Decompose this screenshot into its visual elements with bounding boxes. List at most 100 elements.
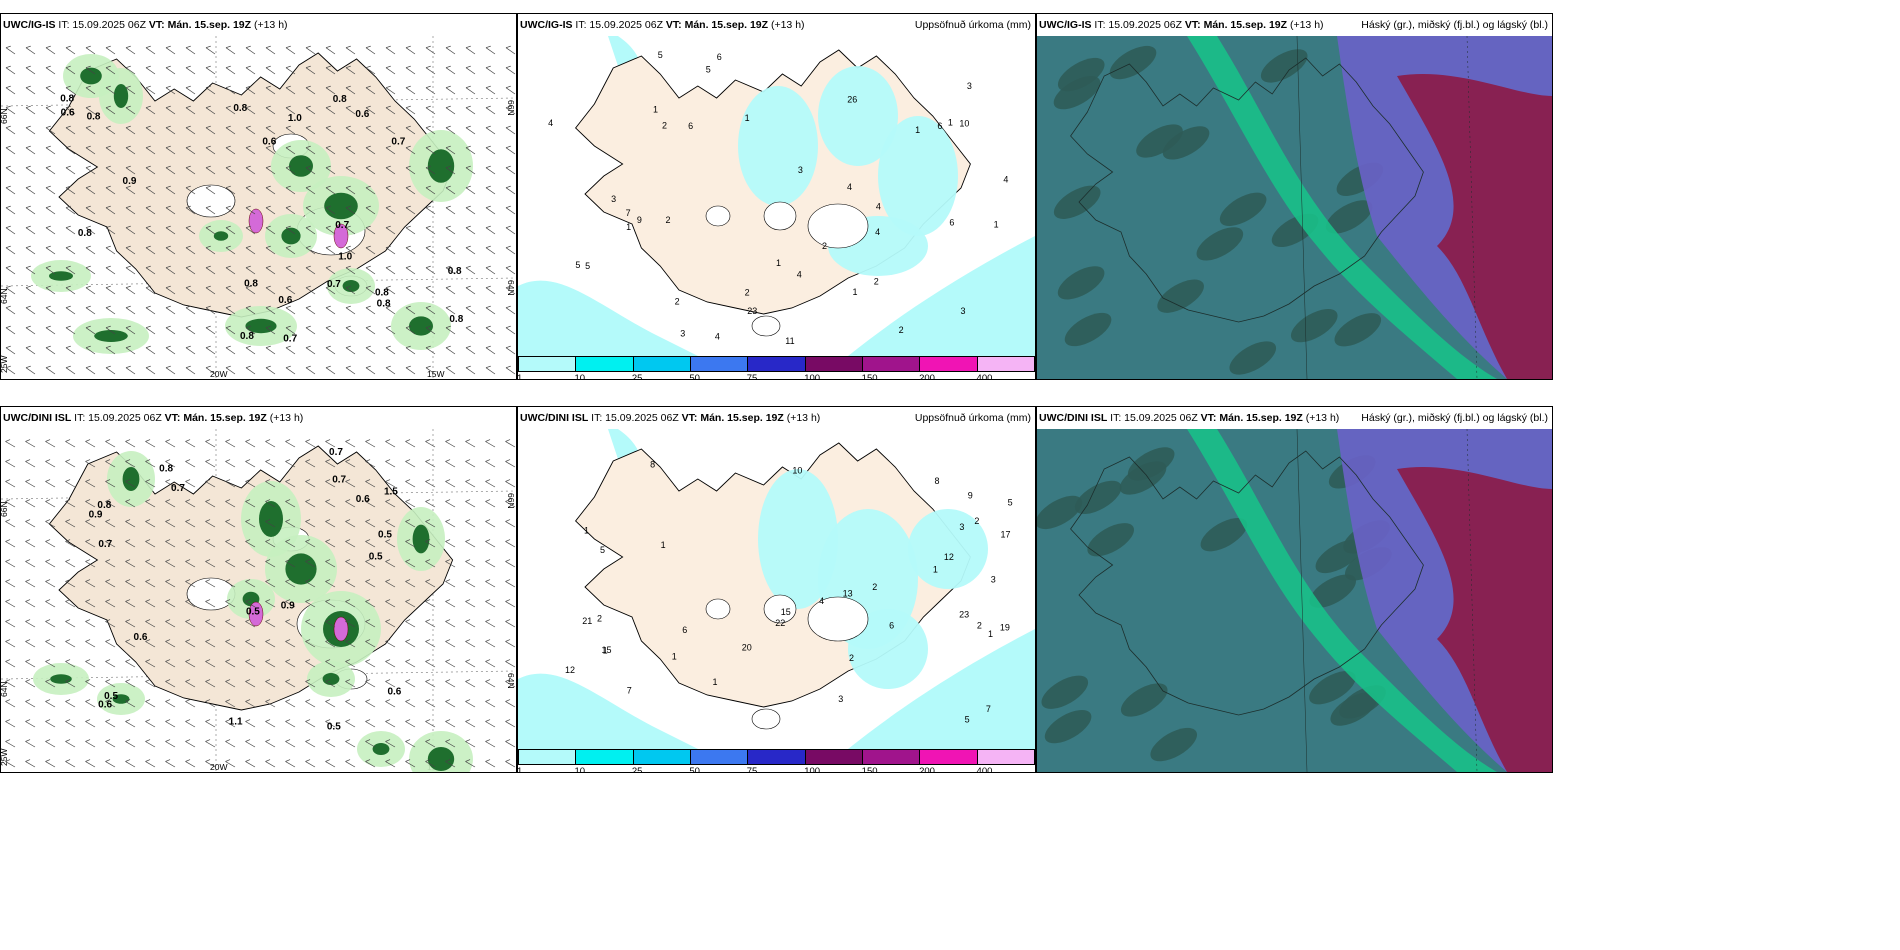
precip-amount-label: 0.8 [240, 331, 254, 342]
wind-barb [5, 185, 16, 195]
wind-barb [365, 619, 376, 628]
wind-barb [405, 639, 416, 648]
wind-barb [245, 519, 256, 528]
wind-barb [225, 45, 236, 55]
wind-barb [345, 305, 356, 315]
wind-barb [205, 125, 216, 135]
wind-barb [25, 699, 36, 708]
wind-barb [485, 325, 496, 335]
wind-barb [45, 345, 56, 355]
wind-barb [505, 125, 516, 135]
wind-barb [465, 539, 476, 548]
wind-barb [485, 245, 496, 255]
wind-barb [325, 105, 336, 115]
wind-barb [505, 305, 516, 315]
precip-map-panel-dini: UWC/DINI ISL IT: 15.09.2025 06Z VT: Mán.… [517, 406, 1036, 773]
wind-barb [265, 659, 276, 668]
precip-amount-label: 0.8 [78, 228, 92, 239]
wind-barb [65, 559, 76, 568]
wind-barb [305, 439, 316, 448]
wind-barb [5, 245, 16, 255]
wind-barb [5, 45, 16, 55]
wind-barb [445, 345, 456, 355]
wind-barb [325, 459, 336, 468]
wind-barb [325, 619, 336, 628]
wind-barb [205, 639, 216, 648]
wind-barb [385, 65, 396, 75]
high-cloud-core [1397, 466, 1552, 772]
wind-barb [345, 619, 356, 628]
wind-barb [105, 305, 116, 315]
wind-barb [425, 365, 436, 375]
low-cloud-area [1120, 683, 1168, 717]
wind-barb [45, 145, 56, 155]
wind-barb [325, 245, 336, 255]
wind-barb [405, 499, 416, 508]
wind-barb [205, 165, 216, 175]
wind-barb [285, 145, 296, 155]
wind-barb [45, 365, 56, 375]
wind-barb [465, 45, 476, 55]
wind-barb [305, 739, 316, 748]
wind-barb [105, 65, 116, 75]
wind-barb [105, 459, 116, 468]
wind-barb [465, 65, 476, 75]
wind-barb [445, 699, 456, 708]
wind-barb [225, 439, 236, 448]
precip-amount-label: 0.7 [332, 475, 346, 486]
precip-area-heavy [289, 155, 313, 177]
wind-barb [265, 699, 276, 708]
wind-barb [145, 659, 156, 668]
colorbar-tick-label: 200 [919, 766, 935, 773]
wind-barb [185, 305, 196, 315]
wind-barb [345, 145, 356, 155]
wind-barb [465, 105, 476, 115]
wind-barb [205, 679, 216, 688]
wind-map: 20W 15W66N66N64N64N25W0.60.80.80.70.80.80… [1, 36, 516, 379]
colorbar-tick-label: 10 [574, 373, 586, 380]
wind-barb [125, 559, 136, 568]
wind-barb [305, 559, 316, 568]
wind-barb [125, 285, 136, 295]
wind-barb [5, 639, 16, 648]
wind-barb [265, 639, 276, 648]
wind-barb [185, 659, 196, 668]
wind-barb [145, 345, 156, 355]
wind-barb [505, 579, 516, 588]
wind-barb [205, 265, 216, 275]
low-cloud-area [1087, 523, 1134, 557]
wind-barb [425, 699, 436, 708]
low-cloud-area [1064, 312, 1112, 347]
wind-barb [145, 285, 156, 295]
wind-barb [65, 225, 76, 235]
graticule-line [1, 277, 516, 287]
wind-barb [45, 539, 56, 548]
wind-barb [125, 759, 136, 768]
wind-barb [445, 365, 456, 375]
precip-area-heavy [412, 524, 430, 554]
wind-barb [25, 619, 36, 628]
wind-barb [125, 325, 136, 335]
init-time: IT: 15.09.2025 06Z [1110, 412, 1198, 424]
wind-barb [205, 305, 216, 315]
wind-barb [5, 85, 16, 95]
wind-barb [445, 559, 456, 568]
colorbar-tick-label: 150 [861, 373, 878, 380]
wind-barb [165, 559, 176, 568]
wind-barb [65, 105, 76, 115]
wind-barb [305, 265, 316, 275]
precip-area-heavy [80, 67, 102, 85]
precip-value-label: 1 [933, 565, 938, 575]
precip-amount-label: 0.6 [134, 632, 148, 643]
precip-area-heavy [113, 84, 129, 108]
init-time: IT: 15.09.2025 06Z [1094, 19, 1182, 31]
wind-barb [125, 719, 136, 728]
valid-time: VT: Mán. 15.sep. 19Z [665, 19, 769, 31]
wind-barb [145, 365, 156, 375]
wind-barb [5, 659, 16, 668]
precip-value-label: 1 [626, 222, 631, 232]
wind-barb [265, 559, 276, 568]
wind-barb [185, 599, 196, 608]
wind-barb [325, 679, 336, 688]
precip-amount-label: 0.6 [98, 700, 112, 711]
